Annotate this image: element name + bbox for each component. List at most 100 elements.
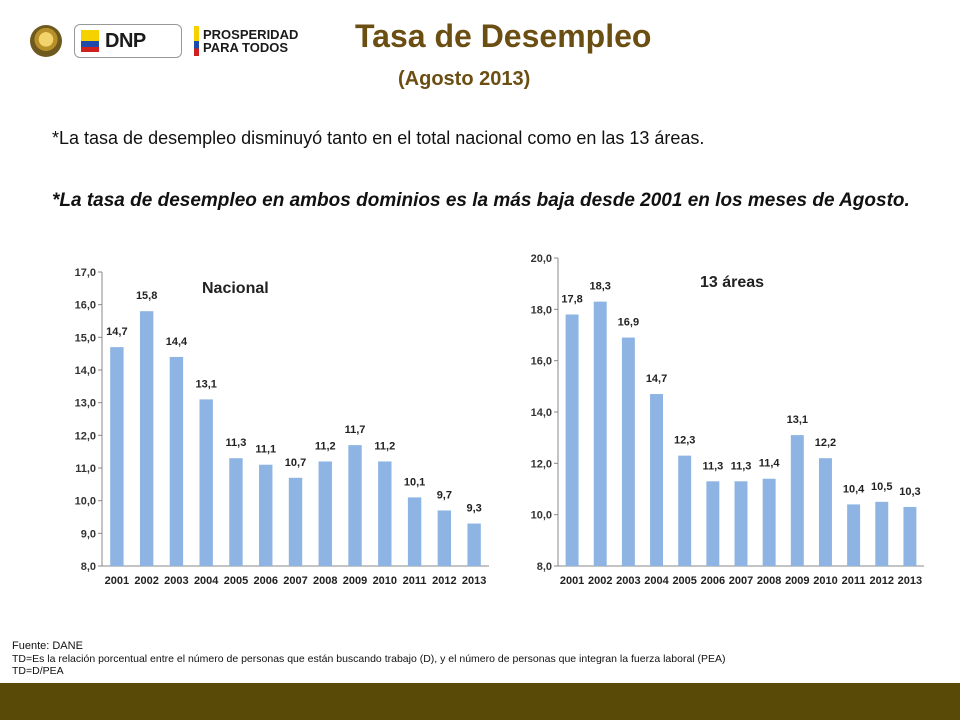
chart-13-areas: 13 áreas 8,0 10,0 12,0 14,0 16,0 18,0 20,0 17,8 2… xyxy=(531,253,924,587)
prosperidad-line1: PROSPERIDAD xyxy=(203,27,299,42)
y-tick-label: 10,0 xyxy=(531,510,552,522)
y-tick-label: 17,0 xyxy=(75,267,96,279)
data-label: 11,2 xyxy=(374,440,395,452)
prosperidad-logo: PROSPERIDAD PARA TODOS xyxy=(194,26,304,56)
bar xyxy=(903,506,917,566)
x-tick-label: 2001 xyxy=(105,575,129,587)
bar xyxy=(565,314,579,566)
x-tick-label: 2010 xyxy=(813,575,837,587)
data-label: 13,1 xyxy=(195,378,216,390)
x-tick-label: 2008 xyxy=(313,575,337,587)
data-label: 16,9 xyxy=(618,317,639,329)
bar xyxy=(467,523,481,566)
chart-title: Nacional xyxy=(202,280,269,297)
bar xyxy=(875,501,889,566)
y-tick-label: 14,0 xyxy=(75,365,96,377)
data-label: 10,5 xyxy=(871,481,892,493)
x-tick-label: 2004 xyxy=(194,575,219,587)
y-tick-label: 11,0 xyxy=(75,463,96,475)
bar xyxy=(790,435,804,566)
formula-text: TD=D/PEA xyxy=(12,665,64,677)
data-label: 17,8 xyxy=(561,293,582,305)
logo-group: DNP PROSPERIDAD PARA TODOS xyxy=(30,22,304,60)
x-tick-label: 2004 xyxy=(644,575,669,587)
x-tick-label: 2012 xyxy=(432,575,456,587)
data-label: 15,8 xyxy=(136,290,157,302)
bar xyxy=(734,481,748,566)
data-label: 14,7 xyxy=(646,373,667,385)
data-label: 18,3 xyxy=(590,281,611,293)
x-tick-label: 2011 xyxy=(842,575,866,587)
y-tick-label: 13,0 xyxy=(75,398,96,410)
x-tick-label: 2009 xyxy=(785,575,809,587)
x-tick-label: 2013 xyxy=(898,575,922,587)
data-label: 10,1 xyxy=(404,476,425,488)
chart-title: 13 áreas xyxy=(700,274,764,291)
x-tick-label: 2005 xyxy=(672,575,696,587)
y-tick-label: 15,0 xyxy=(75,332,96,344)
bar xyxy=(593,301,607,566)
x-tick-label: 2013 xyxy=(462,575,486,587)
bar xyxy=(706,481,720,566)
y-tick-label: 14,0 xyxy=(531,407,552,419)
x-tick-label: 2011 xyxy=(403,575,427,587)
bar xyxy=(407,497,422,566)
bar xyxy=(762,478,776,566)
bar xyxy=(169,356,184,566)
data-label: 10,3 xyxy=(899,486,920,498)
data-label: 11,3 xyxy=(702,460,723,472)
x-tick-label: 2003 xyxy=(164,575,188,587)
y-tick-label: 8,0 xyxy=(537,561,552,573)
prosperidad-flag-icon xyxy=(194,26,199,56)
data-label: 11,3 xyxy=(226,437,247,449)
y-tick-label: 16,0 xyxy=(531,356,552,368)
data-label: 11,3 xyxy=(731,460,752,472)
bar xyxy=(318,461,332,566)
data-label: 10,4 xyxy=(843,483,865,495)
x-tick-label: 2006 xyxy=(253,575,277,587)
data-label: 12,3 xyxy=(674,435,695,447)
bar xyxy=(110,347,124,566)
x-tick-label: 2002 xyxy=(588,575,612,587)
bar xyxy=(259,464,273,566)
data-label: 12,2 xyxy=(815,437,836,449)
dnp-logo: DNP xyxy=(74,24,182,58)
data-label: 10,7 xyxy=(285,457,306,469)
x-tick-label: 2001 xyxy=(560,575,584,587)
y-tick-label: 12,0 xyxy=(75,430,96,442)
bar xyxy=(348,445,362,566)
x-tick-label: 2007 xyxy=(283,575,307,587)
data-label: 11,2 xyxy=(315,440,336,452)
x-tick-label: 2003 xyxy=(616,575,640,587)
x-tick-label: 2009 xyxy=(343,575,367,587)
y-tick-label: 12,0 xyxy=(531,458,552,470)
coat-of-arms-logo xyxy=(30,25,62,57)
footnote-text: TD=Es la relación porcentual entre el nú… xyxy=(12,652,726,665)
dnp-logo-text: DNP xyxy=(105,29,146,52)
x-tick-label: 2002 xyxy=(134,575,158,587)
y-tick-label: 16,0 xyxy=(75,300,96,312)
bar xyxy=(288,477,303,566)
bar xyxy=(847,504,861,566)
prosperidad-line2: PARA TODOS xyxy=(203,40,288,55)
x-tick-label: 2007 xyxy=(729,575,753,587)
y-tick-label: 8,0 xyxy=(81,561,96,573)
bar xyxy=(229,458,243,566)
data-label: 14,4 xyxy=(166,336,188,348)
colombia-flag-icon xyxy=(81,30,99,52)
source-text: Fuente: DANE xyxy=(12,640,83,652)
y-tick-label: 9,0 xyxy=(81,528,96,540)
chart-nacional: Nacional 8,0 9,0 10,0 11,0 12,0 13,0 14,0 15,0 16… xyxy=(75,267,489,587)
data-label: 14,7 xyxy=(106,326,127,338)
bar xyxy=(139,311,154,566)
data-label: 9,3 xyxy=(466,503,481,515)
bar xyxy=(437,510,452,566)
bar xyxy=(650,394,664,566)
bullet-text-1: *La tasa de desempleo disminuyó tanto en… xyxy=(52,128,705,148)
bar xyxy=(678,455,692,566)
x-tick-label: 2008 xyxy=(757,575,781,587)
bar xyxy=(621,337,635,566)
x-tick-label: 2010 xyxy=(373,575,397,587)
bar xyxy=(199,399,213,566)
footer: Fuente: DANE TD=Es la relación porcentua… xyxy=(12,640,726,678)
